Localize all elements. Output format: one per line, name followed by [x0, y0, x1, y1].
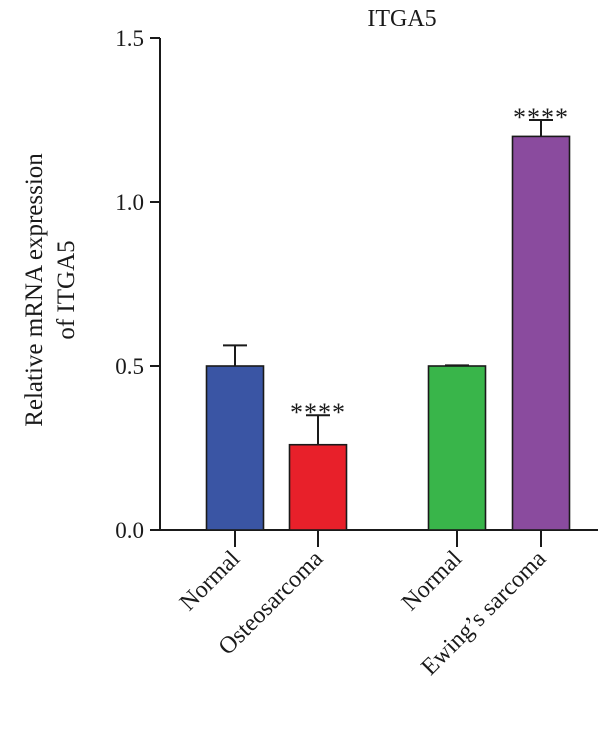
y-tick-label: 0.0	[115, 518, 144, 543]
y-axis-label: Relative mRNA expression of ITGA5	[21, 153, 80, 427]
y-axis-label-line-2: of ITGA5	[53, 240, 80, 339]
bar	[288, 443, 348, 531]
significance-label: ****	[513, 103, 569, 132]
bar	[511, 135, 571, 531]
chart-title: ITGA5	[367, 6, 436, 32]
y-axis-label-line-1: Relative mRNA expression	[21, 153, 48, 427]
bar	[427, 365, 487, 531]
y-tick-label: 1.0	[115, 190, 144, 215]
significance-label: ****	[290, 398, 346, 427]
y-tick-label: 0.5	[115, 354, 144, 379]
bar	[205, 365, 265, 531]
bar-series: **** ****	[205, 103, 571, 531]
y-tick-label: 1.5	[115, 26, 144, 51]
x-category-label: Normal	[175, 546, 245, 616]
y-axis: 0.0 0.5 1.0 1.5	[115, 26, 161, 543]
x-category-label: Normal	[397, 546, 467, 616]
